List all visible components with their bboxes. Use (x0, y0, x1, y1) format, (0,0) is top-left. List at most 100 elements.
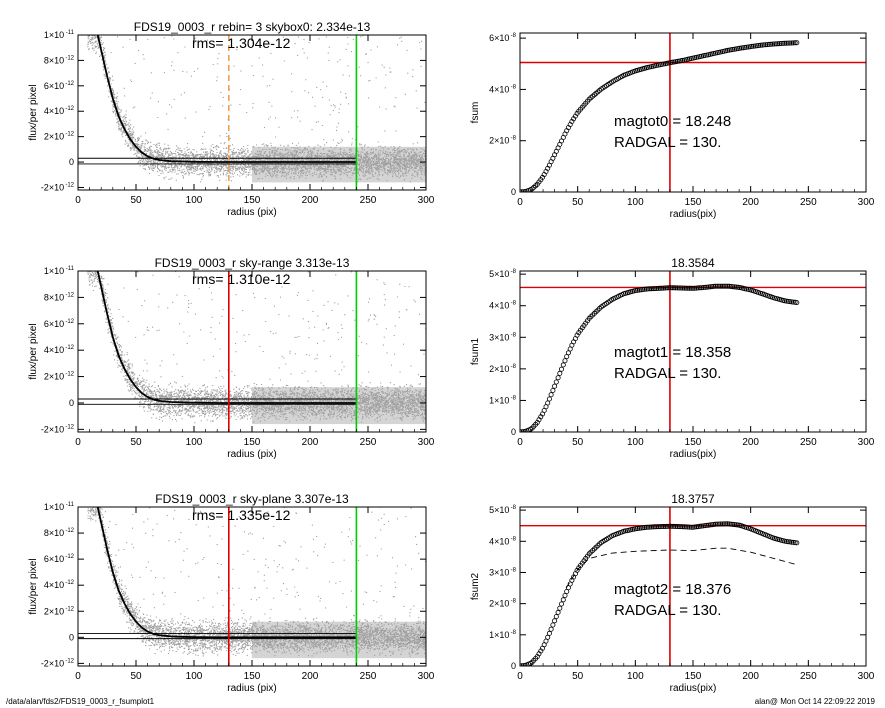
curve-point (770, 41, 776, 47)
x-tick-label: 100 (627, 197, 644, 208)
curve-point (681, 524, 687, 530)
curve-point (633, 526, 639, 532)
curve-point (725, 283, 731, 289)
y-tick-label: 5×10 (489, 269, 509, 279)
curve-point (721, 283, 727, 289)
curve-point (711, 283, 717, 289)
curve-point (709, 522, 715, 528)
curve-point (666, 285, 672, 291)
x-tick-label: 250 (360, 195, 377, 206)
radgal-annotation: RADGAL = 130. (614, 134, 721, 151)
curve-point (702, 284, 708, 290)
y-tick-exponent: -12 (65, 658, 74, 664)
plot-area (520, 507, 866, 666)
x-axis-label: radius (pix) (227, 683, 276, 694)
curve-point (559, 366, 565, 372)
curve-point (789, 40, 795, 46)
y-tick-exponent: -11 (66, 266, 75, 272)
x-tick-label: 250 (800, 437, 817, 448)
x-tick-label: 0 (517, 437, 523, 448)
x-tick-label: 50 (130, 437, 142, 448)
curve-point (562, 593, 568, 599)
y-tick-label: -2×10 (41, 182, 64, 192)
y-tick-label: 4×10 (44, 580, 64, 590)
y-tick-exponent: -12 (65, 424, 74, 430)
curve-point (546, 396, 552, 402)
y-axis-label: fsum (470, 102, 481, 124)
curve-point (650, 524, 656, 530)
curve-point (758, 42, 764, 48)
x-tick-label: 150 (685, 437, 702, 448)
plot-area (78, 507, 426, 666)
x-tick-label: 250 (800, 197, 817, 208)
curve-of-growth (520, 521, 800, 666)
curve-point (725, 521, 731, 527)
curve-point (552, 618, 558, 624)
y-tick-exponent: -12 (65, 132, 74, 138)
curve-point (713, 521, 719, 527)
curve-point (674, 285, 680, 291)
curve-point (657, 285, 663, 291)
curve-point (643, 286, 649, 292)
curve-point (680, 57, 686, 63)
x-tick-label: 200 (742, 197, 759, 208)
curve-point (546, 630, 552, 636)
x-tick-label: 150 (244, 195, 261, 206)
y-tick-label: 4×10 (489, 536, 509, 546)
panel-title: FDS19_0003_r sky-range 3.313e-13 (155, 256, 350, 270)
curve-point (687, 285, 693, 291)
curve-point (688, 524, 694, 530)
sky-band (252, 387, 426, 425)
y-tick-label: 0 (511, 187, 516, 197)
y-tick-exponent: -11 (66, 30, 75, 36)
curve-point (706, 284, 712, 290)
x-axis-label: radius(pix) (670, 449, 717, 460)
curve-point (678, 524, 684, 530)
sky-band (252, 621, 426, 659)
y-tick-label: 4×10 (489, 301, 509, 311)
curve-point (775, 41, 781, 47)
curve-point (687, 524, 693, 530)
curve-point (749, 43, 755, 49)
rms-annotation: rms= 1.304e-12 (192, 35, 291, 51)
curve-point (655, 524, 661, 530)
curve-point (654, 524, 660, 530)
curve-point (704, 522, 710, 528)
x-tick-label: 200 (742, 671, 759, 682)
y-tick-label: 1×10 (44, 266, 64, 276)
curve-point (553, 379, 559, 385)
curve-of-growth (520, 283, 800, 432)
y-tick-label: 2×10 (489, 136, 509, 146)
curve-point (704, 284, 710, 290)
curve-point (777, 41, 783, 47)
plot-area (78, 271, 426, 432)
curve-point (680, 285, 686, 291)
y-tick-exponent: -8 (511, 84, 517, 90)
y-tick-exponent: -8 (511, 567, 517, 573)
y-tick-exponent: -12 (65, 528, 74, 534)
curve-point (673, 524, 679, 530)
y-tick-label: 6×10 (44, 81, 64, 91)
y-tick-exponent: -12 (65, 580, 74, 586)
curve-point (642, 286, 648, 292)
curve-point (783, 40, 789, 46)
y-tick-label: 6×10 (44, 319, 64, 329)
y-tick-exponent: -12 (65, 55, 74, 61)
curve-point (555, 375, 561, 381)
curve-point (794, 300, 800, 306)
curve-point (635, 287, 641, 293)
curve-point (716, 283, 722, 289)
curve-point (659, 524, 665, 530)
curve-point (690, 285, 696, 291)
y-tick-label: 8×10 (44, 292, 64, 302)
panel-fsum: magtot0 = 18.248 RADGAL = 130. 0 50 100 150 20… (470, 32, 875, 220)
panel-fsum2: magtot2 = 18.376 RADGAL = 130. 0 50 100 150 20… (470, 492, 875, 694)
y-tick-label: 4×10 (44, 106, 64, 116)
curve-point (763, 42, 769, 48)
curve-point (552, 383, 558, 389)
curve-point (692, 285, 698, 291)
curve-point (623, 528, 629, 534)
curve-point (783, 539, 789, 545)
curve-point (694, 524, 700, 530)
